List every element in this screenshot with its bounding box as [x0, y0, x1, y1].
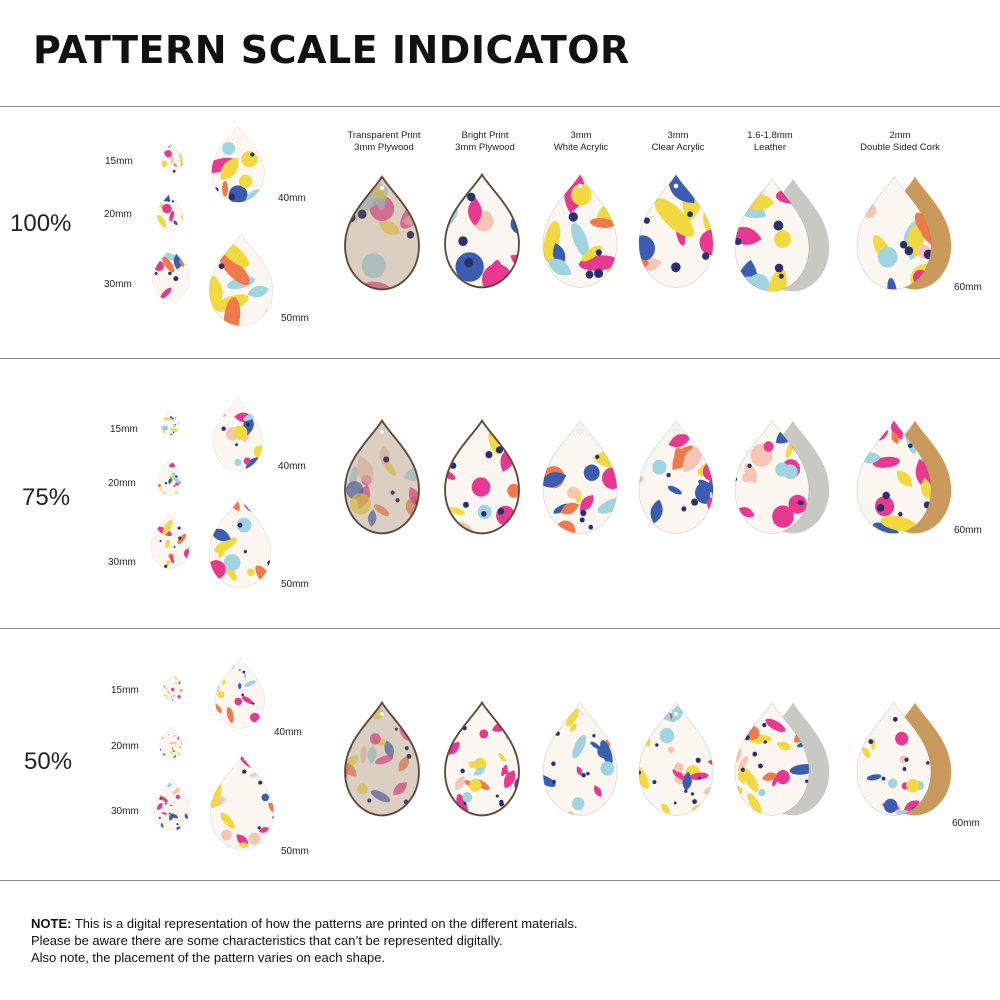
size-label-30mm: 30mm — [104, 279, 132, 290]
size-label-30mm: 30mm — [111, 806, 139, 817]
material-header-transparent-plywood: Transparent Print 3mm Plywood — [347, 130, 421, 153]
size-swatch-20mm — [158, 724, 184, 760]
scale-row-100: 100% 15mm 20mm 30mm 40mm 50mm 60mm — [0, 106, 1000, 358]
material-swatch-2 — [440, 418, 524, 536]
material-header-leather: 1.6-1.8mm Leather — [747, 130, 793, 153]
size-label-50mm: 50mm — [281, 579, 309, 590]
material-header-clear-acrylic: 3mm Clear Acrylic — [651, 130, 705, 153]
material-swatch-1 — [340, 418, 424, 536]
size-label-40mm: 40mm — [274, 727, 302, 738]
size-label-15mm: 15mm — [105, 156, 133, 167]
size-label-15mm: 15mm — [111, 685, 139, 696]
size-swatch-20mm — [155, 192, 185, 232]
note-line-1: This is a digital representation of how … — [71, 916, 578, 931]
scale-row-50: 50% 15mm 20mm 30mm 40mm 50mm 60mm — [0, 628, 1000, 880]
size-label-40mm: 40mm — [278, 193, 306, 204]
page-title: PATTERN SCALE INDICATOR — [33, 28, 630, 72]
divider — [0, 880, 1000, 881]
size-label-60mm: 60mm — [954, 525, 982, 536]
size-swatch-30mm — [150, 246, 192, 302]
size-swatch-40mm — [210, 396, 266, 472]
divider — [0, 628, 1000, 629]
divider — [0, 358, 1000, 359]
size-swatch-20mm — [156, 458, 184, 496]
size-label-60mm: 60mm — [954, 282, 982, 293]
note-line-3: Also note, the placement of the pattern … — [31, 950, 386, 965]
scale-label: 100% — [10, 210, 72, 237]
material-swatch-6 — [852, 418, 952, 536]
size-swatch-30mm — [152, 778, 192, 832]
material-swatch-6 — [852, 700, 952, 818]
scale-label: 50% — [24, 748, 73, 775]
note: NOTE: This is a digital representation o… — [31, 915, 578, 966]
material-swatch-1 — [340, 700, 424, 818]
size-label-20mm: 20mm — [108, 478, 136, 489]
material-header-cork: 2mm Double Sided Cork — [860, 130, 940, 153]
size-swatch-30mm — [148, 512, 192, 570]
material-header-bright-plywood: Bright Print 3mm Plywood — [455, 130, 515, 153]
size-label-50mm: 50mm — [281, 313, 309, 324]
scale-row-75: 75% 15mm 20mm 30mm 40mm 50mm 60mm — [0, 358, 1000, 628]
material-swatch-5 — [730, 176, 830, 294]
size-swatch-15mm — [160, 142, 184, 174]
note-line-2: Please be aware there are some character… — [31, 933, 503, 948]
size-label-20mm: 20mm — [104, 209, 132, 220]
note-label: NOTE: — [31, 916, 72, 931]
material-swatch-3 — [538, 700, 622, 818]
size-swatch-50mm — [205, 496, 275, 590]
material-swatch-5 — [730, 418, 830, 536]
material-swatch-3 — [538, 172, 622, 290]
scale-label: 75% — [22, 484, 71, 511]
size-swatch-40mm — [208, 124, 268, 204]
material-swatch-4 — [634, 700, 718, 818]
size-label-60mm: 60mm — [952, 818, 980, 829]
material-swatch-3 — [538, 418, 622, 536]
size-label-20mm: 20mm — [111, 741, 139, 752]
size-swatch-15mm — [160, 408, 180, 436]
material-swatch-4 — [634, 418, 718, 536]
material-header-white-acrylic: 3mm White Acrylic — [553, 130, 609, 153]
material-swatch-4 — [634, 172, 718, 290]
size-swatch-15mm — [162, 672, 184, 702]
size-label-15mm: 15mm — [110, 424, 138, 435]
size-label-30mm: 30mm — [108, 557, 136, 568]
material-swatch-5 — [730, 700, 830, 818]
material-swatch-1 — [340, 174, 424, 292]
size-swatch-50mm — [206, 754, 278, 852]
size-label-50mm: 50mm — [281, 846, 309, 857]
divider — [0, 106, 1000, 107]
material-swatch-2 — [440, 700, 524, 818]
size-swatch-50mm — [205, 232, 277, 328]
size-label-40mm: 40mm — [278, 461, 306, 472]
material-swatch-6 — [852, 174, 952, 292]
size-swatch-40mm — [212, 656, 268, 730]
material-swatch-2 — [440, 172, 524, 290]
